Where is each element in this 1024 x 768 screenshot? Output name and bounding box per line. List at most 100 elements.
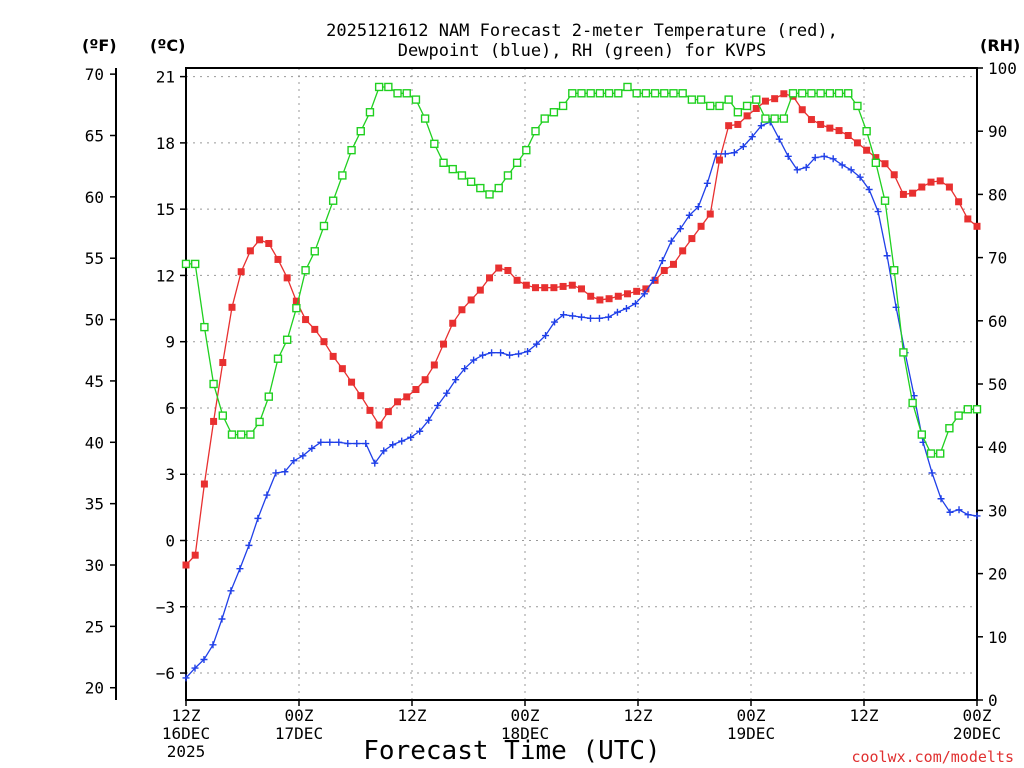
x-tick-label: 18DEC <box>501 724 549 743</box>
dewpoint-point <box>506 351 514 359</box>
temperature-point <box>734 120 742 128</box>
rh-point <box>862 126 871 136</box>
rh-point <box>936 449 945 458</box>
dewpoint-point <box>604 313 612 321</box>
chart-title-line-1: 2025121612 NAM Forecast 2-meter Temperat… <box>326 21 838 41</box>
rh-point <box>724 95 733 104</box>
temperature-point <box>688 235 696 243</box>
rh-tick-label: 10 <box>988 628 1007 647</box>
rh-point <box>328 196 338 205</box>
temperature-point <box>835 127 843 135</box>
fahrenheit-axis: 20 25 30 35 40 45 50 55 60 65 70 <box>85 65 116 698</box>
dewpoint-point <box>928 469 936 477</box>
rh-point <box>200 322 209 332</box>
fahrenheit-unit-label: (ºF) <box>82 36 117 55</box>
temperature-line <box>185 93 978 566</box>
rh-point <box>531 126 540 136</box>
rh-point <box>282 335 292 344</box>
c-tick-label: −6 <box>156 664 175 683</box>
temperature-point <box>743 112 751 120</box>
dewpoint-point <box>811 154 819 162</box>
temperature-point <box>219 359 227 367</box>
dewpoint-point <box>263 491 271 499</box>
dewpoint-point <box>209 641 217 649</box>
dewpoint-point <box>820 152 828 160</box>
temperature-point <box>458 306 466 314</box>
temperature-point <box>863 146 871 154</box>
rh-point <box>439 158 448 168</box>
temperature-point <box>623 290 631 298</box>
rh-tick-label: 100 <box>988 59 1017 78</box>
x-tick-label: 19DEC <box>727 724 775 743</box>
dewpoint-point <box>847 166 855 174</box>
dewpoint-point <box>730 149 738 157</box>
temperature-point <box>338 365 346 373</box>
rh-point <box>365 108 375 117</box>
dewpoint-point <box>946 508 954 516</box>
chart-title: 2025121612 NAM Forecast 2-meter Temperat… <box>326 21 838 61</box>
temperature-point <box>329 352 337 360</box>
temperature-point <box>348 378 356 386</box>
dewpoint-point <box>595 314 603 322</box>
dewpoint-point <box>245 541 253 549</box>
x-tick-label: 2025 <box>167 742 206 761</box>
x-tick-label: 12Z <box>624 706 653 725</box>
celsius-unit-label: (ºC) <box>150 36 185 55</box>
temperature-point <box>927 178 935 186</box>
x-tick-label: 00Z <box>963 706 992 725</box>
rh-point <box>411 95 421 104</box>
rh-point <box>908 398 917 408</box>
dewpoint-point <box>317 438 325 446</box>
temperature-point <box>486 274 494 282</box>
rh-point <box>641 89 651 98</box>
temperature-point <box>384 408 392 416</box>
dewpoint-point <box>461 365 469 373</box>
dewpoint-point <box>874 208 882 216</box>
rh-point <box>393 89 402 98</box>
x-tick-label: 20DEC <box>953 724 1001 743</box>
temperature-point <box>375 421 383 429</box>
rh-point <box>595 89 605 98</box>
rh-point <box>807 89 816 98</box>
dewpoint-point <box>586 314 594 322</box>
f-tick-label: 30 <box>85 556 104 575</box>
dewpoint-point <box>452 376 460 384</box>
rh-point <box>945 424 954 433</box>
dewpoint-point <box>497 349 505 357</box>
rh-point <box>678 89 687 98</box>
temperature-point <box>274 255 282 263</box>
dewpoint-point <box>479 351 487 359</box>
temperature-point <box>844 131 852 139</box>
dewpoint-point <box>470 356 478 364</box>
temperature-point <box>614 292 622 300</box>
rh-point <box>503 171 513 180</box>
dewpoint-point <box>389 441 397 449</box>
temperature-point <box>807 116 815 124</box>
dewpoint-point <box>200 656 208 664</box>
rh-point <box>761 114 770 123</box>
temperature-point <box>679 247 687 255</box>
rh-point <box>512 158 522 168</box>
dewpoint-point <box>551 318 559 326</box>
rh-point <box>466 177 476 186</box>
x-tick-label: 00Z <box>285 706 314 725</box>
temperature-point <box>973 222 981 230</box>
rh-tick-label: 20 <box>988 565 1007 584</box>
rh-point <box>227 430 237 439</box>
temperature-point <box>853 139 861 147</box>
f-tick-label: 25 <box>85 617 104 636</box>
dewpoint-point <box>856 173 864 181</box>
x-tick-label: 12Z <box>850 706 879 725</box>
rh-unit-label: (RH) <box>980 36 1020 55</box>
dewpoint-point <box>344 440 352 448</box>
dewpoint-point <box>757 122 765 130</box>
dewpoint-point <box>973 512 981 520</box>
rh-tick-label: 80 <box>988 185 1007 204</box>
dewpoint-point <box>254 514 262 522</box>
dewpoint-point <box>721 150 729 158</box>
dewpoint-point <box>658 257 666 265</box>
temperature-point <box>568 281 576 289</box>
temperature-point <box>550 284 558 292</box>
dewpoint-point <box>793 166 801 174</box>
